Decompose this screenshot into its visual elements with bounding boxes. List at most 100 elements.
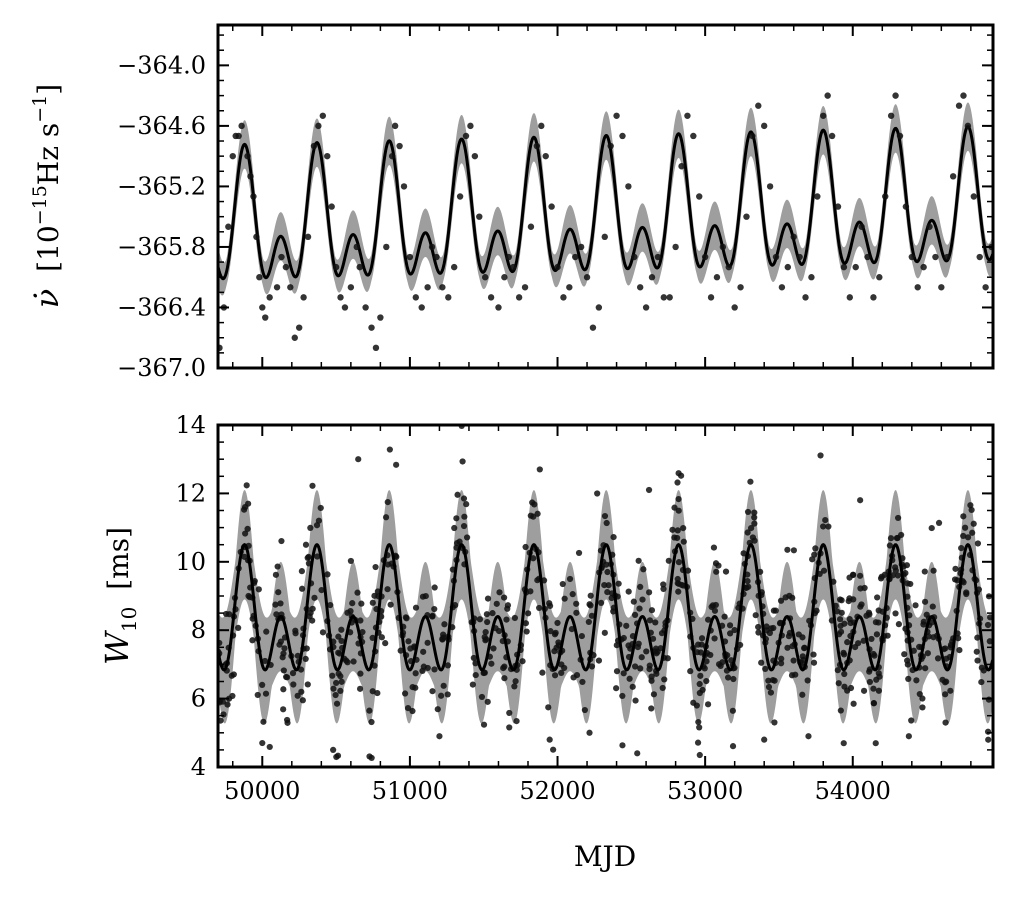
data-point — [744, 529, 751, 536]
data-point — [841, 670, 848, 678]
data-point — [873, 676, 880, 683]
data-point — [684, 567, 692, 574]
data-point — [484, 618, 491, 626]
data-point — [980, 667, 987, 674]
data-point — [292, 627, 299, 634]
data-point — [433, 253, 440, 261]
data-point — [300, 294, 307, 301]
data-point — [307, 609, 314, 616]
data-point — [970, 520, 977, 527]
data-point — [926, 223, 933, 230]
data-point — [501, 594, 508, 601]
data-point — [420, 648, 427, 655]
data-point — [687, 668, 694, 675]
data-point — [372, 344, 380, 352]
data-point — [887, 535, 895, 542]
data-point — [245, 500, 252, 507]
data-point — [330, 746, 337, 754]
data-point — [652, 619, 659, 626]
data-point — [229, 692, 236, 700]
data-point — [964, 534, 972, 541]
data-point — [726, 622, 734, 629]
top-ylabel-symbol: ν̇ — [28, 289, 66, 308]
data-point — [935, 519, 943, 526]
data-point — [275, 589, 282, 596]
y-tick-label: 14 — [175, 411, 206, 439]
data-point — [454, 491, 461, 498]
data-point — [235, 132, 242, 140]
data-point — [546, 736, 553, 743]
data-point — [711, 635, 718, 642]
data-point — [523, 628, 530, 635]
data-point — [947, 687, 954, 694]
data-point — [366, 753, 373, 760]
data-point — [608, 594, 615, 602]
data-point — [820, 112, 827, 119]
data-point — [226, 611, 233, 618]
data-point — [619, 132, 626, 140]
data-point — [454, 539, 461, 547]
data-point — [522, 620, 529, 627]
data-point — [630, 598, 637, 605]
data-point — [922, 665, 929, 672]
data-point — [368, 718, 375, 726]
data-point — [335, 670, 342, 677]
data-point — [551, 631, 559, 638]
data-point — [814, 193, 821, 200]
data-point — [675, 559, 683, 566]
data-point — [250, 193, 257, 200]
data-point — [660, 294, 668, 301]
data-point — [333, 700, 341, 707]
data-point — [724, 674, 732, 681]
data-point — [737, 284, 744, 291]
data-point — [369, 599, 376, 606]
data-point — [503, 616, 510, 623]
data-point — [489, 610, 496, 617]
data-point — [893, 535, 901, 542]
data-point — [886, 542, 893, 549]
data-point — [496, 589, 503, 596]
data-point — [699, 686, 706, 694]
data-point — [409, 707, 416, 715]
data-point — [969, 529, 976, 536]
data-point — [536, 466, 543, 473]
data-point — [846, 616, 853, 623]
data-point — [982, 284, 989, 291]
data-point — [595, 657, 603, 664]
data-point — [704, 701, 712, 708]
data-point — [573, 609, 580, 616]
data-point — [295, 324, 303, 331]
data-point — [713, 274, 721, 281]
data-point — [674, 479, 681, 486]
data-point — [405, 638, 412, 645]
data-point — [332, 263, 340, 271]
data-point — [970, 193, 978, 200]
data-point — [868, 635, 875, 643]
data-point — [515, 294, 523, 301]
data-point — [837, 622, 844, 630]
data-point — [262, 690, 270, 697]
data-point — [678, 581, 685, 589]
data-point — [527, 223, 535, 230]
top-ylabel-unit: [10 — [32, 225, 65, 272]
data-point — [244, 525, 251, 533]
data-point — [266, 294, 273, 301]
data-point — [904, 580, 911, 587]
data-point — [244, 152, 251, 160]
data-point — [846, 574, 853, 581]
bottom-axis-ticks: 50000 51000 52000 53000 54000 4 6 8 10 12 14 — [175, 411, 993, 805]
data-point — [694, 739, 702, 746]
data-point — [640, 566, 647, 573]
data-point — [872, 740, 879, 747]
data-point — [289, 670, 297, 677]
data-point — [545, 704, 552, 711]
bottom-ylabel-sub: 10 — [117, 607, 141, 632]
data-point — [955, 102, 963, 109]
data-point — [834, 203, 842, 210]
data-point — [637, 583, 644, 590]
data-point — [727, 630, 734, 637]
data-point — [878, 573, 885, 580]
data-point — [813, 607, 820, 614]
